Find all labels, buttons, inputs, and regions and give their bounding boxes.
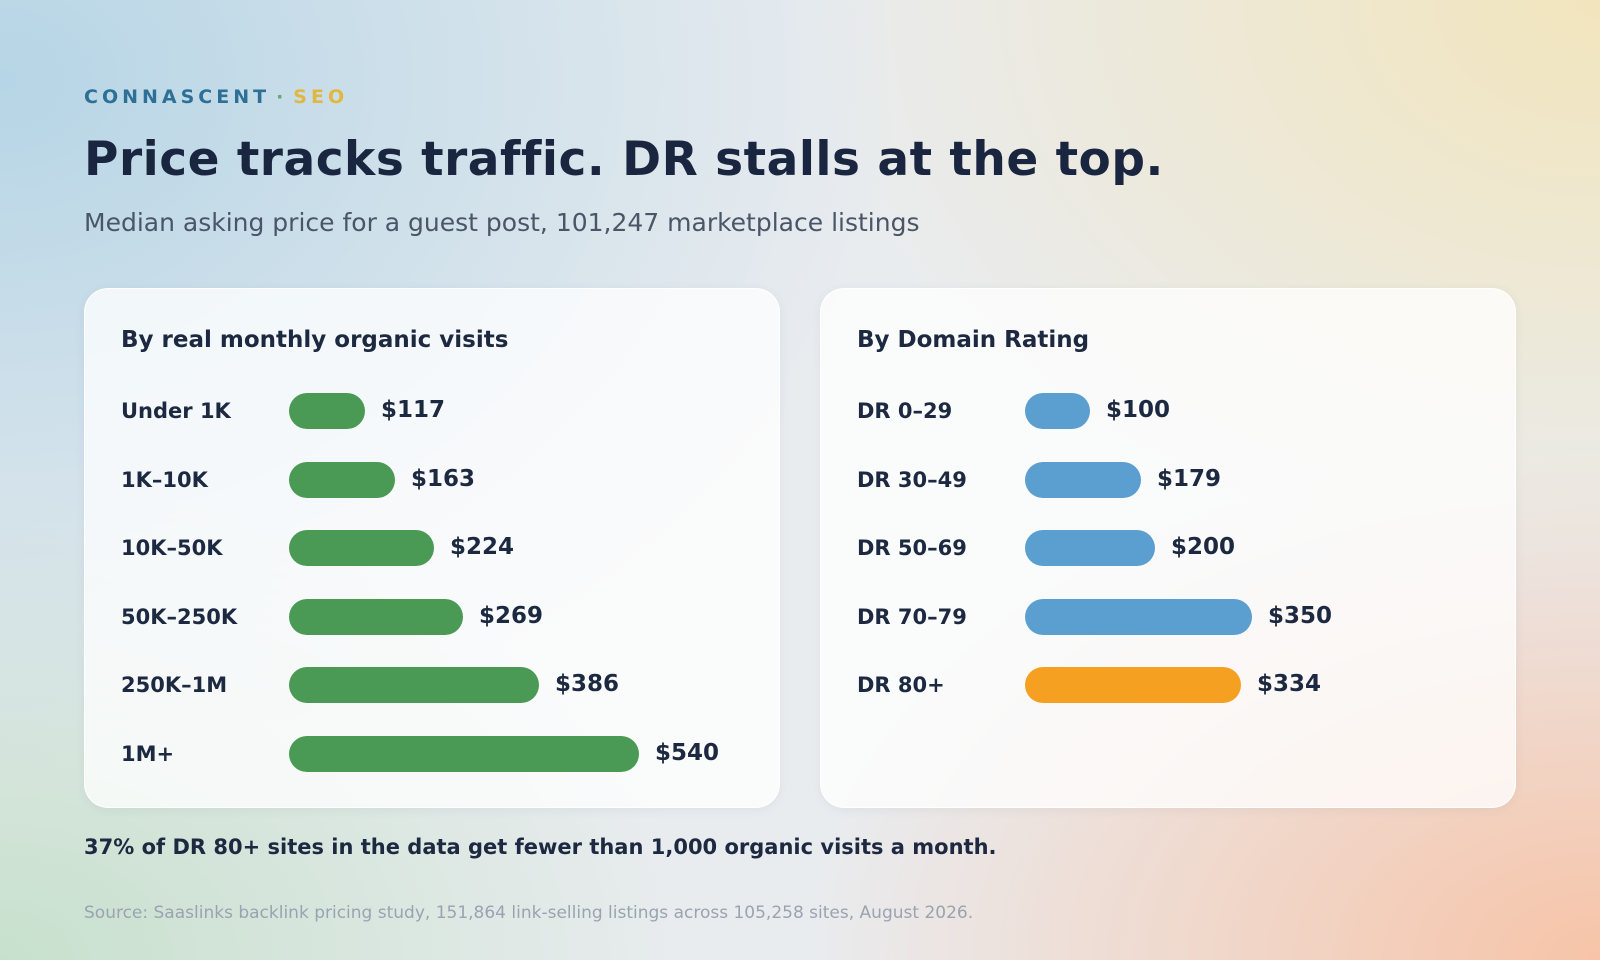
dr-category-label: DR 0–29 bbox=[857, 399, 953, 423]
dr-category-label: DR 70–79 bbox=[857, 604, 967, 629]
dr-value-label: $200 bbox=[1171, 534, 1236, 560]
page-title: Price tracks traffic. DR stalls at the t… bbox=[84, 132, 1164, 187]
eyebrow-separator: · bbox=[276, 86, 288, 108]
traffic-bar bbox=[289, 598, 463, 635]
traffic-bar-row: 1K–10K $163 bbox=[121, 461, 751, 498]
dr-bar bbox=[1025, 667, 1241, 703]
traffic-category-label: 1M+ bbox=[121, 741, 175, 766]
traffic-bar-row: 250K–1M $386 bbox=[121, 667, 751, 703]
traffic-category-label: 50K–250K bbox=[121, 604, 238, 629]
dr-bar-row: DR 50–69 $200 bbox=[857, 530, 1487, 566]
traffic-value-label: $163 bbox=[411, 465, 476, 492]
dr-value-label: $350 bbox=[1268, 602, 1333, 629]
traffic-value-label: $224 bbox=[450, 534, 515, 560]
dr-bar-row: DR 30–49 $179 bbox=[857, 461, 1487, 498]
traffic-bar bbox=[289, 530, 434, 566]
dr-bar bbox=[1025, 530, 1155, 566]
traffic-bar bbox=[289, 667, 539, 703]
traffic-bar-row: Under 1K $117 bbox=[121, 393, 751, 429]
dr-bar-row: DR 80+ $334 bbox=[857, 667, 1487, 703]
traffic-chart-title: By real monthly organic visits bbox=[121, 327, 509, 353]
section-name: SEO bbox=[293, 86, 349, 108]
key-insight-note: 37% of DR 80+ sites in the data get fewe… bbox=[84, 835, 997, 859]
traffic-value-label: $269 bbox=[479, 602, 544, 629]
dr-chart-card: By Domain Rating DR 0–29 $100 DR 30–49 $179… bbox=[820, 288, 1516, 808]
traffic-chart-card: By real monthly organic visits Under 1K $… bbox=[84, 288, 780, 808]
source-note: Source: Saaslinks backlink pricing study… bbox=[84, 903, 974, 923]
traffic-bar bbox=[289, 735, 639, 772]
dr-bar-row: DR 70–79 $350 bbox=[857, 598, 1487, 635]
dr-bar bbox=[1025, 598, 1252, 635]
traffic-value-label: $386 bbox=[555, 671, 620, 697]
brand-name: CONNASCENT bbox=[84, 86, 271, 108]
traffic-value-label: $540 bbox=[655, 739, 720, 766]
page-subtitle: Median asking price for a guest post, 10… bbox=[84, 208, 920, 237]
dr-bar bbox=[1025, 393, 1090, 429]
traffic-category-label: 1K–10K bbox=[121, 467, 208, 492]
traffic-category-label: 250K–1M bbox=[121, 673, 228, 697]
dr-category-label: DR 30–49 bbox=[857, 467, 967, 492]
traffic-bar bbox=[289, 393, 365, 429]
traffic-category-label: 10K–50K bbox=[121, 536, 223, 560]
dr-category-label: DR 80+ bbox=[857, 673, 945, 697]
dr-value-label: $100 bbox=[1106, 397, 1171, 423]
dr-chart-title: By Domain Rating bbox=[857, 327, 1090, 353]
dr-bar bbox=[1025, 461, 1141, 498]
traffic-bar-row: 1M+ $540 bbox=[121, 735, 751, 772]
eyebrow: CONNASCENT · SEO bbox=[84, 86, 348, 108]
dr-value-label: $334 bbox=[1257, 671, 1322, 697]
dr-bar-row: DR 0–29 $100 bbox=[857, 393, 1487, 429]
dr-category-label: DR 50–69 bbox=[857, 536, 967, 560]
traffic-value-label: $117 bbox=[381, 397, 446, 423]
traffic-bar bbox=[289, 461, 395, 498]
traffic-bar-row: 10K–50K $224 bbox=[121, 530, 751, 566]
traffic-bar-row: 50K–250K $269 bbox=[121, 598, 751, 635]
traffic-category-label: Under 1K bbox=[121, 399, 231, 423]
dr-value-label: $179 bbox=[1157, 465, 1222, 492]
